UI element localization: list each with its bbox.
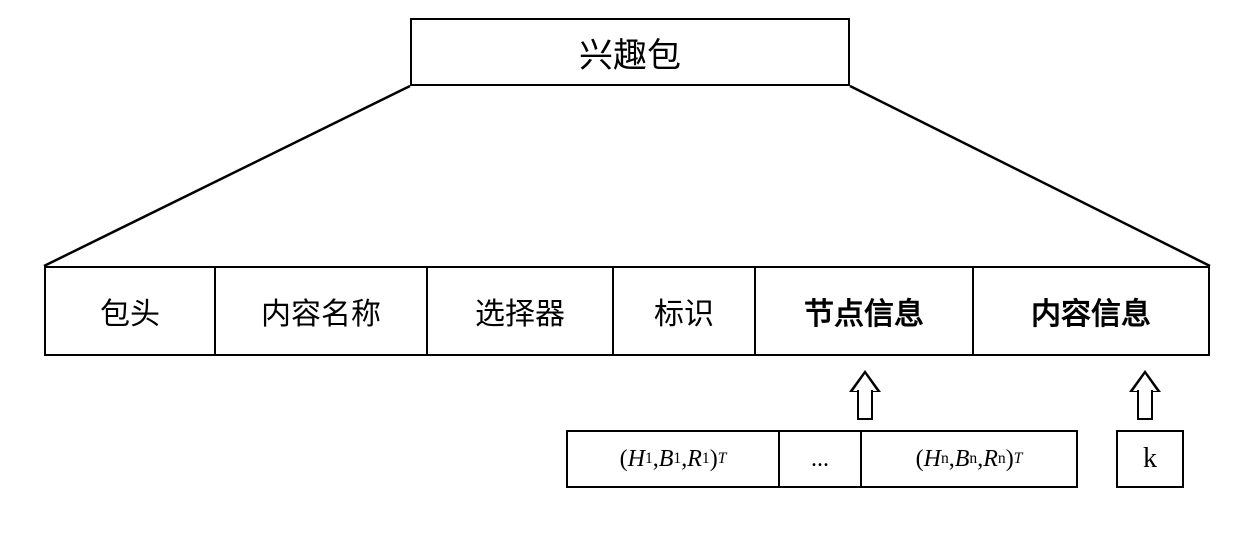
detail-cell-2: (Hn,Bn,Rn)T <box>862 430 1078 488</box>
interest-packet-title-box: 兴趣包 <box>410 18 850 86</box>
arrow-to-content-info <box>1132 370 1158 422</box>
content-info-k-box: k <box>1116 430 1184 488</box>
interest-packet-title: 兴趣包 <box>579 28 681 77</box>
detail-cell-1: ... <box>780 430 862 488</box>
field-cell-4: 节点信息 <box>756 266 974 356</box>
field-cell-3: 标识 <box>614 266 756 356</box>
field-cell-0: 包头 <box>44 266 216 356</box>
node-info-detail-row: (H1,B1,R1)T...(Hn,Bn,Rn)T <box>566 430 1078 488</box>
field-cell-1: 内容名称 <box>216 266 428 356</box>
k-label: k <box>1143 443 1157 475</box>
field-cell-5: 内容信息 <box>974 266 1210 356</box>
packet-fields-row: 包头内容名称选择器标识节点信息内容信息 <box>44 266 1210 356</box>
detail-cell-0: (H1,B1,R1)T <box>566 430 780 488</box>
arrow-to-node-info <box>852 370 878 422</box>
field-cell-2: 选择器 <box>428 266 614 356</box>
